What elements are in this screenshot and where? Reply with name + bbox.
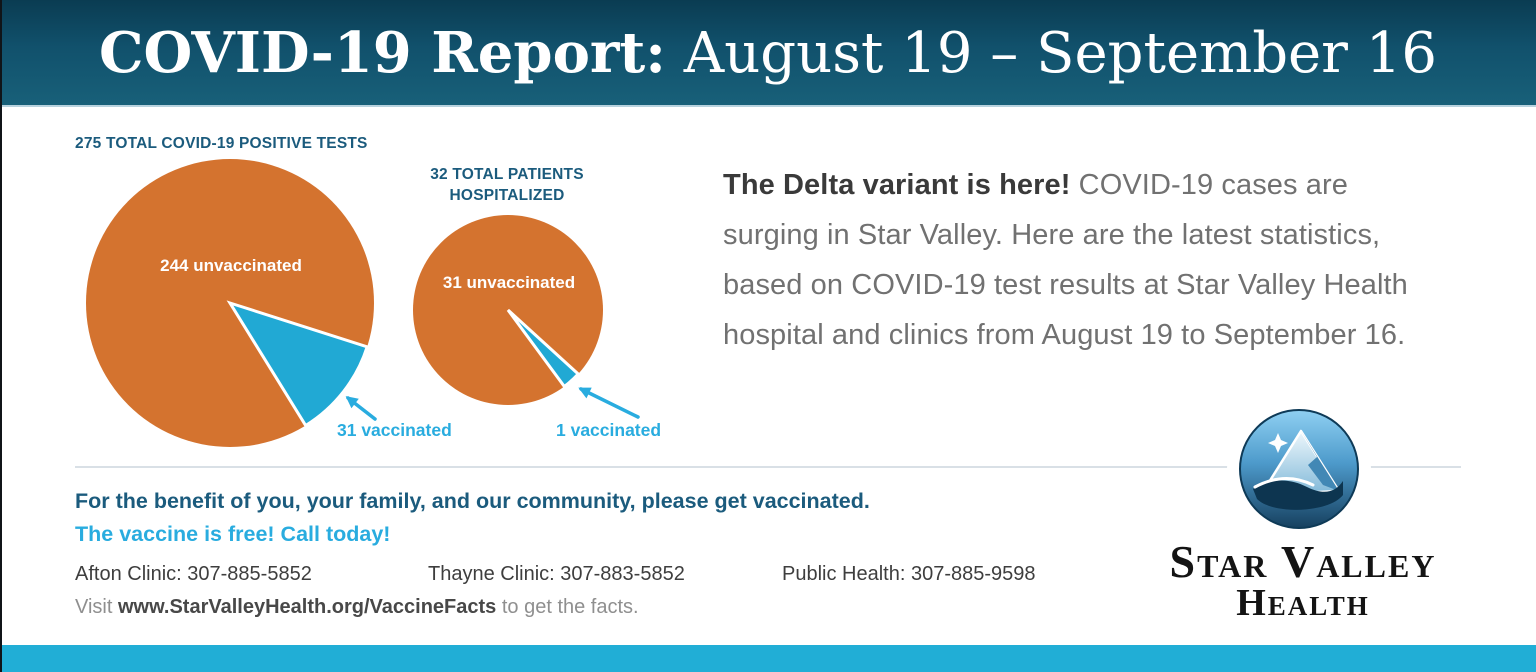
page-title: COVID-19 Report: August 19 – September 1… bbox=[99, 20, 1437, 86]
section-divider bbox=[75, 466, 1461, 468]
left-edge-border bbox=[0, 0, 2, 672]
page-title-dates: August 19 – September 16 bbox=[665, 20, 1438, 86]
page-title-bold: COVID-19 Report: bbox=[98, 19, 666, 86]
pie-chart-positive-tests bbox=[86, 159, 374, 447]
bottom-accent-bar bbox=[0, 645, 1536, 672]
contact-thayne-label: Thayne Clinic: bbox=[428, 563, 555, 585]
chart2-unvaccinated-label: 31 unvaccinated bbox=[442, 273, 576, 292]
contact-thayne-phone: 307-883-5852 bbox=[560, 563, 685, 585]
contact-thayne-clinic: Thayne Clinic: 307-883-5852 bbox=[428, 563, 685, 586]
chart1-vaccinated-label: 31 vaccinated bbox=[337, 420, 452, 440]
chart2-vaccinated-label: 1 vaccinated bbox=[556, 420, 662, 440]
contact-afton-phone: 307-885-5852 bbox=[187, 563, 312, 585]
chart2-callout-arrow-icon bbox=[578, 387, 640, 419]
contact-public-health-label: Public Health: bbox=[782, 563, 906, 585]
cta-get-vaccinated: For the benefit of you, your family, and… bbox=[75, 489, 870, 513]
contact-afton-label: Afton Clinic: bbox=[75, 563, 182, 585]
contact-afton-clinic: Afton Clinic: 307-885-5852 bbox=[75, 563, 312, 586]
main-paragraph: The Delta variant is here! COVID-19 case… bbox=[723, 160, 1435, 360]
chart1-unvaccinated-label: 244 unvaccinated bbox=[160, 256, 302, 275]
vaccine-facts-url: www.StarValleyHealth.org/VaccineFacts bbox=[117, 596, 497, 618]
main-paragraph-body: COVID-19 cases are surging in Star Valle… bbox=[723, 169, 1408, 351]
header-banner: COVID-19 Report: August 19 – September 1… bbox=[0, 0, 1536, 107]
main-paragraph-lead: The Delta variant is here! bbox=[723, 169, 1071, 201]
cta-vaccine-free: The vaccine is free! Call today! bbox=[75, 522, 391, 546]
logo-name-health: Health bbox=[1236, 582, 1370, 624]
contact-public-health: Public Health: 307-885-9598 bbox=[782, 563, 1036, 586]
visit-prefix: Visit bbox=[75, 596, 118, 618]
visit-facts-line: Visit www.StarValleyHealth.org/VaccineFa… bbox=[75, 596, 639, 619]
chart1-title: 275 TOTAL COVID-19 POSITIVE TESTS bbox=[75, 135, 368, 152]
pie-chart-hospitalized bbox=[413, 215, 603, 405]
contact-public-health-phone: 307-885-9598 bbox=[910, 563, 1036, 585]
star-valley-health-logo-icon bbox=[1239, 409, 1359, 529]
visit-suffix: to get the facts. bbox=[496, 596, 639, 618]
logo-name-star-valley: Star Valley bbox=[1169, 536, 1437, 587]
chart2-title: 32 TOTAL PATIENTS HOSPITALIZED bbox=[430, 166, 584, 204]
chart1-callout-arrow-icon bbox=[345, 396, 377, 421]
